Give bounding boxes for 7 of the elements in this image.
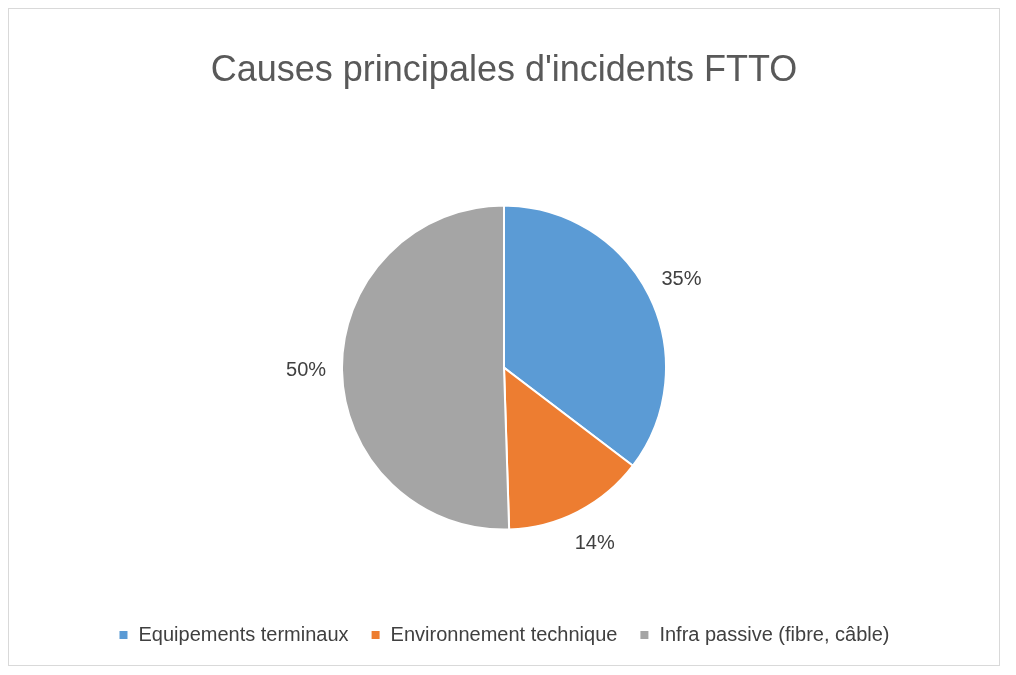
legend-label: Equipements terminaux [138, 622, 349, 645]
legend-label: Infra passive (fibre, câble) [659, 622, 890, 645]
data-label: 35% [661, 267, 702, 290]
legend-label: Environnement technique [390, 622, 618, 645]
data-label: 14% [574, 531, 615, 554]
chart-title: Causes principales d'incidents FTTO [210, 47, 798, 89]
data-label: 50% [286, 358, 327, 381]
